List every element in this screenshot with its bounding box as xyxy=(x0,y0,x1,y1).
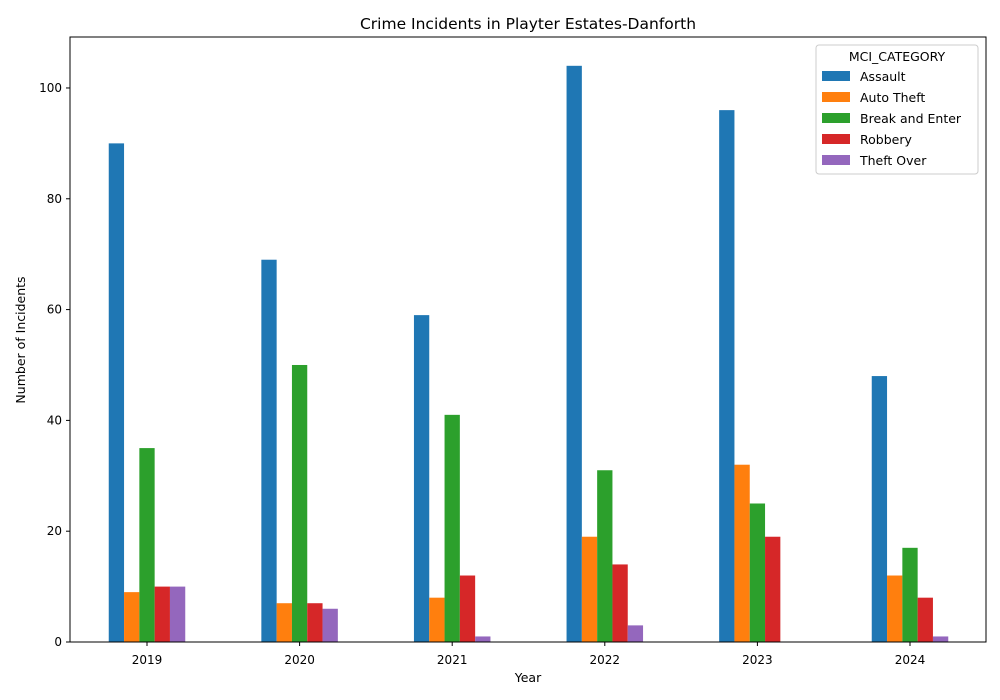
y-axis: 0 20 40 60 80 100 xyxy=(39,81,70,649)
legend-label: Auto Theft xyxy=(860,90,925,105)
bar-theft-over-2021 xyxy=(475,636,491,642)
bar-break-and-enter-2023 xyxy=(749,503,766,642)
y-tick-label: 20 xyxy=(47,524,62,538)
bar-theft-over-2022 xyxy=(627,625,644,642)
legend-label: Break and Enter xyxy=(860,111,962,126)
bar-auto-theft-2023 xyxy=(734,464,750,642)
y-tick-label: 0 xyxy=(54,635,62,649)
legend-label: Robbery xyxy=(860,132,912,147)
bar-assault-2019 xyxy=(108,143,125,642)
legend-title: MCI_CATEGORY xyxy=(849,49,946,64)
legend-swatch xyxy=(822,92,850,102)
y-axis-label: Number of Incidents xyxy=(13,276,28,403)
x-tick-label: 2024 xyxy=(895,653,926,667)
bar-robbery-2024 xyxy=(917,597,933,642)
bar-assault-2023 xyxy=(719,110,735,643)
bar-theft-over-2020 xyxy=(322,608,338,642)
bar-robbery-2022 xyxy=(612,564,628,642)
legend: MCI_CATEGORY Assault Auto Theft Break and … xyxy=(815,44,979,175)
legend-label: Theft Over xyxy=(859,153,927,168)
plot-area-frame xyxy=(69,36,987,643)
bar-robbery-2023 xyxy=(765,536,781,642)
bar-break-and-enter-2020 xyxy=(291,364,308,642)
bar-theft-over-2024 xyxy=(932,636,949,642)
x-tick-label: 2023 xyxy=(742,653,773,667)
bars-group xyxy=(108,65,949,643)
bar-robbery-2019 xyxy=(154,586,170,642)
bar-robbery-2020 xyxy=(307,603,323,642)
legend-swatch xyxy=(822,155,850,165)
bar-auto-theft-2024 xyxy=(887,575,903,642)
x-tick-label: 2019 xyxy=(132,653,163,667)
bar-auto-theft-2019 xyxy=(124,592,140,642)
legend-swatch xyxy=(822,71,850,81)
bar-auto-theft-2022 xyxy=(581,536,598,642)
x-axis: 2019 2020 2021 2022 2023 2024 xyxy=(132,642,926,667)
bar-theft-over-2019 xyxy=(169,586,186,642)
legend-swatch xyxy=(822,113,850,123)
bar-break-and-enter-2024 xyxy=(902,547,918,642)
bar-break-and-enter-2022 xyxy=(597,470,613,642)
bar-break-and-enter-2019 xyxy=(139,448,155,642)
bar-break-and-enter-2021 xyxy=(444,414,460,642)
legend-swatch xyxy=(822,134,850,144)
legend-label: Assault xyxy=(860,69,906,84)
bar-assault-2021 xyxy=(413,315,430,642)
bar-assault-2020 xyxy=(261,259,277,642)
legend-frame xyxy=(815,44,979,175)
y-tick-label: 60 xyxy=(47,303,62,317)
x-tick-label: 2022 xyxy=(590,653,621,667)
y-tick-label: 80 xyxy=(47,192,62,206)
bar-auto-theft-2020 xyxy=(276,603,292,642)
bar-assault-2024 xyxy=(871,376,888,642)
x-axis-label: Year xyxy=(514,670,542,685)
chart-title: Crime Incidents in Playter Estates-Danfo… xyxy=(360,15,696,33)
bar-assault-2022 xyxy=(566,65,582,643)
bar-auto-theft-2021 xyxy=(429,597,445,642)
bar-robbery-2021 xyxy=(459,575,476,642)
x-tick-label: 2020 xyxy=(284,653,315,667)
y-tick-label: 40 xyxy=(47,413,62,427)
x-tick-label: 2021 xyxy=(437,653,468,667)
y-tick-label: 100 xyxy=(39,81,62,95)
